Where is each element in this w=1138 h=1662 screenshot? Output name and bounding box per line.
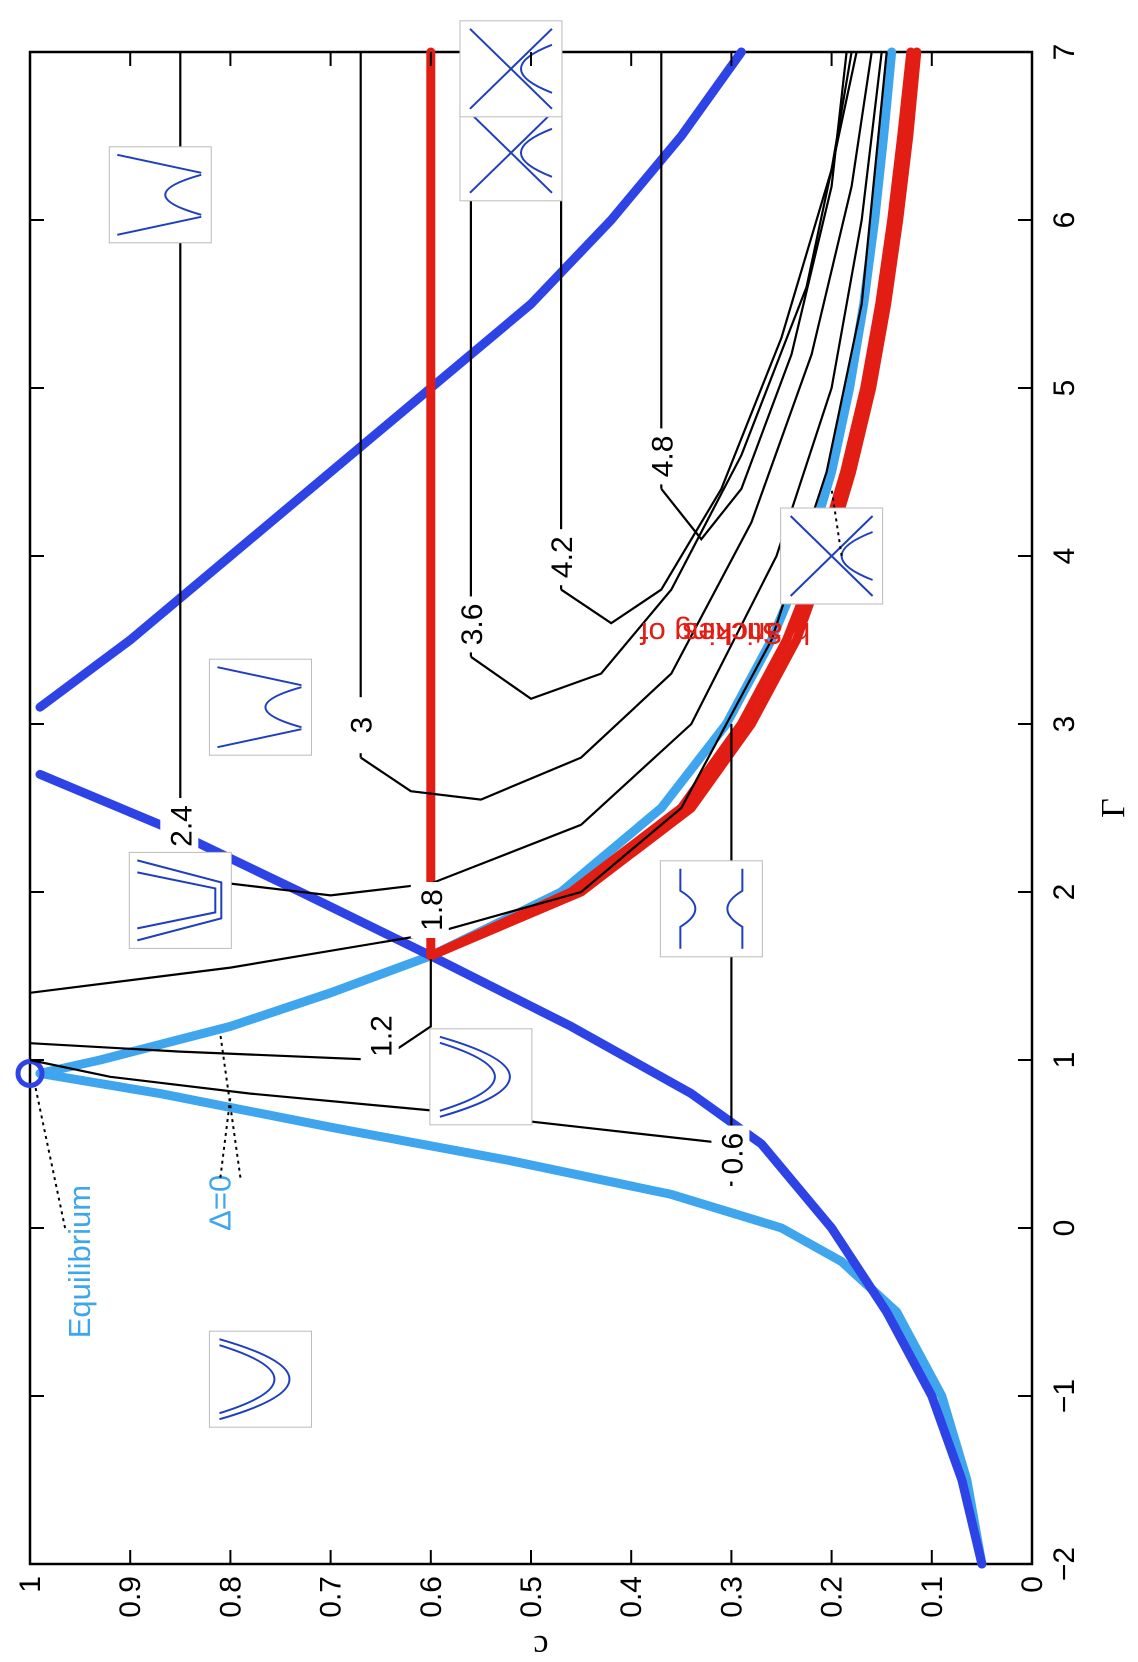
equilibrium-marker: [15, 1058, 45, 1088]
inset-band-upper: [439, 1035, 511, 1118]
y-tick-label: 0.5: [515, 1576, 548, 1618]
contour-label-5: 3.6: [456, 604, 489, 646]
contour-label-0: 0.6: [716, 1133, 749, 1175]
y-tick-label: 0.3: [715, 1576, 748, 1618]
contour-line-2: [29, 51, 888, 994]
contour-line-0: [29, 1058, 733, 1186]
inset-frame: [659, 860, 763, 958]
band-inset-icon: [780, 507, 884, 605]
band-inset-icon: [659, 860, 763, 958]
band-inset-icon: [429, 1028, 533, 1126]
inset-frame: [429, 1028, 533, 1126]
y-tick-label: 0.6: [415, 1576, 448, 1618]
x-axis-title: Γ: [1095, 798, 1132, 818]
contour-line-3: [179, 51, 883, 897]
inset-band-upper: [219, 1338, 291, 1421]
inset-band-arch: [520, 43, 553, 94]
inset-band-outer: [217, 666, 302, 749]
band-inset-icon: [459, 104, 563, 202]
inset-band-upper: [137, 859, 223, 942]
y-tick-label: 0: [1016, 1576, 1049, 1593]
x-tick-label: −2: [1048, 1547, 1081, 1581]
x-tick-label: 7: [1048, 44, 1081, 61]
equilibrium-leader: [34, 1084, 67, 1229]
inset-band-lower: [726, 868, 744, 949]
contour-label-bg-4: [340, 697, 379, 754]
contour-label-bg-2: [410, 882, 449, 938]
inset-band-lower: [439, 1041, 496, 1112]
contour-label-1: 1.2: [366, 1015, 399, 1057]
inset-band-cross: [789, 515, 874, 597]
inset-band-outer: [117, 153, 202, 236]
annotation-text-0: Equilibrium: [62, 1185, 97, 1338]
inset-band-cross: [469, 28, 553, 110]
delta-leader: [219, 1034, 242, 1178]
contour-label-7: 4.8: [646, 436, 679, 478]
contour-label-2: 1.8: [416, 889, 449, 931]
inset-layer: [108, 20, 884, 1428]
inset-band-lower: [219, 1344, 276, 1415]
contour-line-4: [360, 51, 873, 801]
contour-label-3: 2.4: [165, 805, 198, 847]
tick-layer: −2 −1 0 1 2 3 4 5 6 7 0 0.1 0.2 0.3 0.4 0.5 0.6 0.7 0.8 0.9…: [14, 44, 1132, 1662]
contour-line-6: [560, 51, 853, 625]
x-tick-label: 2: [1048, 884, 1081, 901]
inset-frame: [108, 146, 212, 244]
y-tick-label: 0.7: [315, 1576, 348, 1618]
inset-band-upper: [679, 868, 697, 949]
y-tick-label: 0.8: [214, 1576, 247, 1618]
contour-label-bg-6: [541, 529, 580, 586]
contour-label-bg-3: [160, 798, 199, 854]
series-layer: [15, 47, 987, 1569]
rotated-plot-group: 0.6 1.2 1.8 2.4 3 3.6 4.2 4.8 −2 −1 0 1 2 3 4 5 6 7 0 0.1 0…: [14, 20, 1132, 1662]
annotation-text-3: branches: [683, 616, 811, 651]
x-tick-label: 3: [1048, 716, 1081, 733]
x-tick-label: 5: [1048, 380, 1081, 397]
x-tick-label: 6: [1048, 212, 1081, 229]
annotation-text-1: Δ=0: [202, 1175, 237, 1231]
band-inset-icon: [459, 20, 563, 118]
contour-label-6: 4.2: [546, 536, 579, 578]
inset-band-cross: [469, 112, 553, 194]
inset-band-arch: [840, 531, 873, 581]
band-inset-icon: [208, 1330, 312, 1428]
inset-band-lower: [137, 871, 217, 930]
contour-line-7: [660, 51, 848, 541]
contour-label-bg-1: [360, 1008, 399, 1064]
inset-band-arch: [520, 127, 553, 178]
band-inset-icon: [128, 851, 232, 949]
annotation-text-2: Sticking of: [639, 616, 782, 651]
contour-label-bg-0: [711, 1125, 750, 1182]
y-tick-label: 0.2: [816, 1576, 849, 1618]
inset-band-inner: [264, 686, 302, 729]
y-tick-label: 0.4: [615, 1576, 648, 1618]
y-tick-label: 0.1: [916, 1576, 949, 1618]
y-axis-title: c: [533, 1628, 548, 1662]
sticking-leader: [830, 488, 843, 557]
contour-label-4: 3: [346, 717, 379, 734]
x-tick-label: −1: [1048, 1379, 1081, 1413]
contour-label-bg-5: [450, 596, 489, 653]
inset-frame: [208, 1330, 312, 1428]
x-tick-label: 1: [1048, 1052, 1081, 1069]
series-line-0: [35, 1068, 987, 1569]
y-tick-label: 0.9: [114, 1576, 147, 1618]
contour-label-bg-7: [641, 428, 680, 485]
band-inset-icon: [208, 658, 312, 756]
x-tick-label: 0: [1048, 1220, 1081, 1237]
inset-frame: [208, 658, 312, 756]
band-inset-icon: [108, 146, 212, 244]
series-line-2: [35, 769, 987, 1569]
x-tick-label: 4: [1048, 548, 1081, 565]
y-tick-label: 1: [14, 1576, 47, 1593]
inset-band-inner: [164, 173, 202, 216]
